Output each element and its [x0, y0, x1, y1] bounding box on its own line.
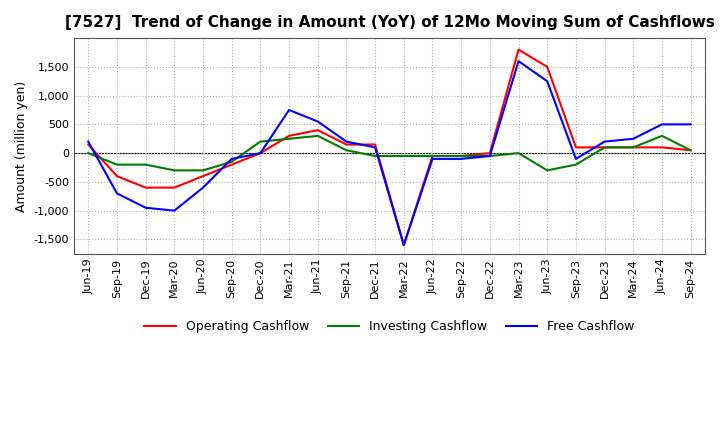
Operating Cashflow: [228, 162, 236, 167]
Investing Cashflow: [284, 136, 293, 141]
Free Cashflow: [112, 191, 121, 196]
Investing Cashflow: [457, 154, 466, 159]
Operating Cashflow: [284, 133, 293, 139]
Investing Cashflow: [657, 133, 666, 139]
Free Cashflow: [342, 139, 351, 144]
Operating Cashflow: [112, 173, 121, 179]
Operating Cashflow: [170, 185, 179, 190]
Operating Cashflow: [428, 154, 437, 159]
Free Cashflow: [485, 154, 494, 159]
Free Cashflow: [514, 59, 523, 64]
Line: Operating Cashflow: Operating Cashflow: [89, 50, 690, 245]
Operating Cashflow: [572, 145, 580, 150]
Investing Cashflow: [342, 147, 351, 153]
Free Cashflow: [256, 150, 265, 156]
Free Cashflow: [543, 79, 552, 84]
Operating Cashflow: [256, 150, 265, 156]
Investing Cashflow: [141, 162, 150, 167]
Operating Cashflow: [514, 47, 523, 52]
Operating Cashflow: [400, 242, 408, 248]
Operating Cashflow: [686, 147, 695, 153]
Free Cashflow: [170, 208, 179, 213]
Investing Cashflow: [572, 162, 580, 167]
Free Cashflow: [228, 156, 236, 161]
Operating Cashflow: [629, 145, 638, 150]
Free Cashflow: [371, 145, 379, 150]
Free Cashflow: [284, 107, 293, 113]
Investing Cashflow: [400, 154, 408, 159]
Investing Cashflow: [543, 168, 552, 173]
Investing Cashflow: [228, 159, 236, 165]
Operating Cashflow: [657, 145, 666, 150]
Investing Cashflow: [84, 150, 93, 156]
Free Cashflow: [629, 136, 638, 141]
Operating Cashflow: [84, 142, 93, 147]
Free Cashflow: [199, 185, 207, 190]
Free Cashflow: [657, 122, 666, 127]
Operating Cashflow: [543, 64, 552, 70]
Investing Cashflow: [256, 139, 265, 144]
Free Cashflow: [313, 119, 322, 124]
Free Cashflow: [141, 205, 150, 210]
Y-axis label: Amount (million yen): Amount (million yen): [15, 81, 28, 212]
Investing Cashflow: [428, 154, 437, 159]
Line: Investing Cashflow: Investing Cashflow: [89, 136, 690, 170]
Operating Cashflow: [313, 128, 322, 133]
Title: [7527]  Trend of Change in Amount (YoY) of 12Mo Moving Sum of Cashflows: [7527] Trend of Change in Amount (YoY) o…: [65, 15, 714, 30]
Line: Free Cashflow: Free Cashflow: [89, 61, 690, 245]
Investing Cashflow: [112, 162, 121, 167]
Operating Cashflow: [199, 173, 207, 179]
Investing Cashflow: [371, 154, 379, 159]
Operating Cashflow: [342, 142, 351, 147]
Free Cashflow: [600, 139, 609, 144]
Investing Cashflow: [485, 154, 494, 159]
Operating Cashflow: [600, 145, 609, 150]
Free Cashflow: [428, 156, 437, 161]
Free Cashflow: [84, 139, 93, 144]
Legend: Operating Cashflow, Investing Cashflow, Free Cashflow: Operating Cashflow, Investing Cashflow, …: [140, 315, 639, 338]
Investing Cashflow: [313, 133, 322, 139]
Operating Cashflow: [457, 154, 466, 159]
Investing Cashflow: [170, 168, 179, 173]
Operating Cashflow: [371, 142, 379, 147]
Investing Cashflow: [686, 147, 695, 153]
Free Cashflow: [457, 156, 466, 161]
Free Cashflow: [572, 156, 580, 161]
Investing Cashflow: [629, 145, 638, 150]
Operating Cashflow: [485, 150, 494, 156]
Investing Cashflow: [600, 145, 609, 150]
Investing Cashflow: [514, 150, 523, 156]
Operating Cashflow: [141, 185, 150, 190]
Free Cashflow: [400, 242, 408, 248]
Investing Cashflow: [199, 168, 207, 173]
Free Cashflow: [686, 122, 695, 127]
